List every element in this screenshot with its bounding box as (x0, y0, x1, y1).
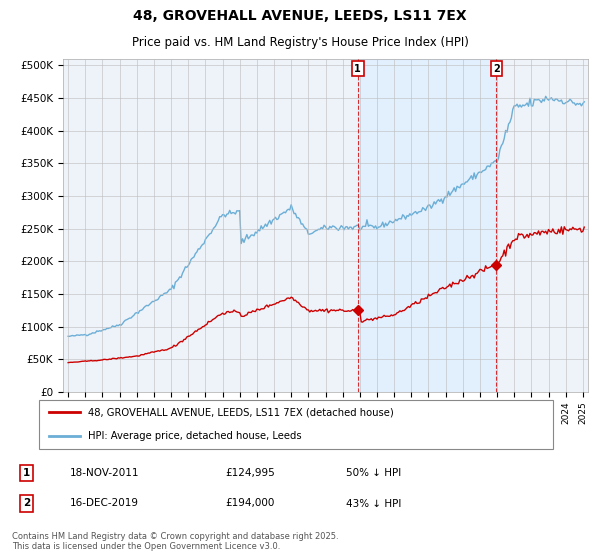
Text: 48, GROVEHALL AVENUE, LEEDS, LS11 7EX (detached house): 48, GROVEHALL AVENUE, LEEDS, LS11 7EX (d… (88, 408, 394, 418)
Text: 50% ↓ HPI: 50% ↓ HPI (346, 468, 401, 478)
Text: 2: 2 (23, 498, 30, 508)
Text: HPI: Average price, detached house, Leeds: HPI: Average price, detached house, Leed… (88, 431, 302, 441)
Text: 43% ↓ HPI: 43% ↓ HPI (346, 498, 401, 508)
FancyBboxPatch shape (38, 400, 553, 449)
Text: 48, GROVEHALL AVENUE, LEEDS, LS11 7EX: 48, GROVEHALL AVENUE, LEEDS, LS11 7EX (133, 9, 467, 23)
Text: 18-NOV-2011: 18-NOV-2011 (70, 468, 139, 478)
Text: 1: 1 (23, 468, 30, 478)
Text: 2: 2 (493, 64, 500, 74)
Text: £124,995: £124,995 (225, 468, 275, 478)
Bar (358, 59, 496, 392)
Text: £194,000: £194,000 (225, 498, 274, 508)
Text: Contains HM Land Registry data © Crown copyright and database right 2025.
This d: Contains HM Land Registry data © Crown c… (12, 532, 338, 552)
Text: 16-DEC-2019: 16-DEC-2019 (70, 498, 139, 508)
Text: Price paid vs. HM Land Registry's House Price Index (HPI): Price paid vs. HM Land Registry's House … (131, 36, 469, 49)
Text: 1: 1 (355, 64, 361, 74)
